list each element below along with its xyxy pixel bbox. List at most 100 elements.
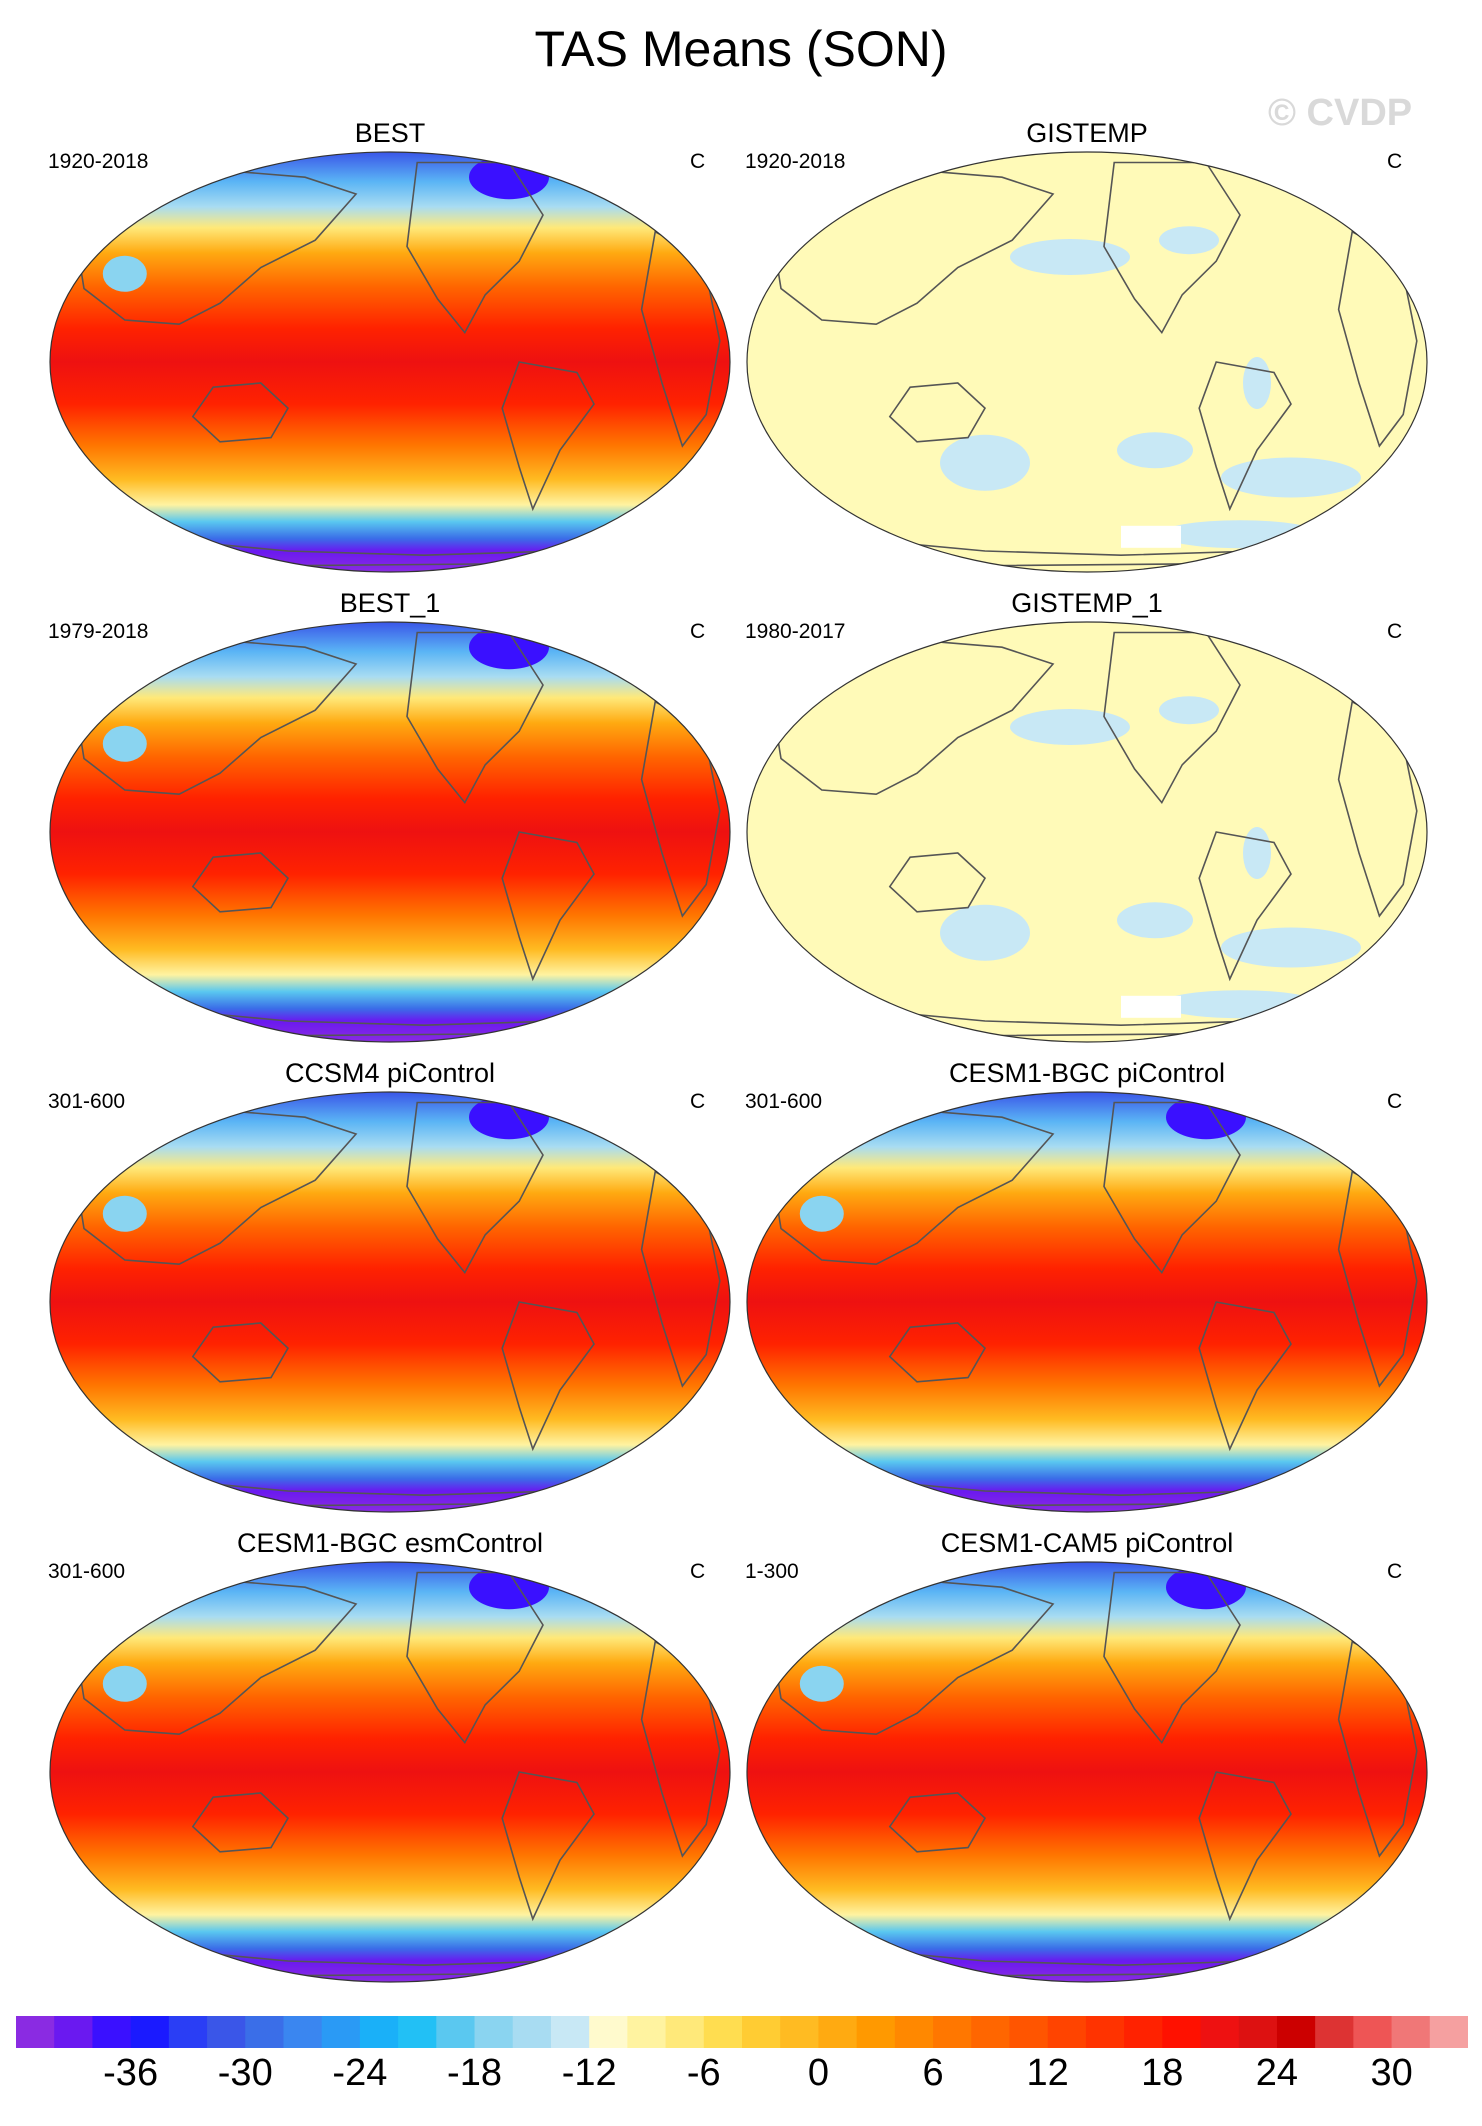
colorbar-swatch	[398, 2016, 437, 2048]
panel-units: C	[690, 1560, 706, 1583]
tibet-cold-spot	[799, 1665, 844, 1702]
panel-title: BEST	[354, 118, 426, 148]
panel-title: CCSM4 piControl	[284, 1058, 496, 1088]
cool-anomaly-patch	[1221, 927, 1361, 968]
cool-anomaly-patch	[1160, 990, 1320, 1019]
colorbar-swatch	[245, 2016, 284, 2048]
figure-title: TAS Means (SON)	[534, 21, 948, 77]
panel-units: C	[690, 1090, 706, 1113]
map-border	[746, 1091, 1428, 1513]
panel-title: BEST_1	[339, 588, 441, 618]
coastline-2	[406, 1101, 544, 1275]
panel-title: GISTEMP	[1026, 118, 1148, 148]
colorbar-swatch	[16, 2016, 55, 2048]
coastline-3	[1198, 1301, 1292, 1452]
colorbar-swatch	[207, 2016, 246, 2048]
cool-anomaly-patch	[1117, 432, 1193, 469]
cool-anomaly-patch	[940, 434, 1030, 491]
coastline-1	[191, 1322, 290, 1383]
colorbar-swatch	[665, 2016, 705, 2048]
coastline-2	[406, 631, 544, 805]
cool-anomaly-patch	[1160, 520, 1320, 549]
map-border	[49, 151, 731, 573]
panel-units: C	[1387, 1560, 1403, 1583]
colorbar-swatch	[92, 2016, 132, 2048]
panel-title: GISTEMP_1	[1011, 588, 1163, 618]
tibet-cold-spot	[102, 255, 147, 292]
panel-units: C	[1387, 620, 1403, 643]
panel-units: C	[1387, 1090, 1403, 1113]
colorbar-swatch	[1238, 2016, 1278, 2048]
colorbar-swatch	[1276, 2016, 1316, 2048]
panel-period: 1980-2017	[745, 620, 846, 643]
coastline-0	[76, 1577, 358, 1736]
panel-period: 1979-2018	[48, 620, 149, 643]
coastline-1	[191, 1792, 290, 1853]
cvdp-watermark: © CVDP	[1268, 92, 1413, 134]
tibet-cold-spot	[102, 725, 147, 762]
cool-anomaly-patch	[1221, 457, 1361, 498]
panel-period: 301-600	[745, 1090, 823, 1113]
coastline-3	[501, 1771, 595, 1922]
colorbar-swatch	[283, 2016, 323, 2048]
coastline-1	[191, 852, 290, 913]
temperature-field	[747, 1562, 1427, 1982]
temperature-field	[747, 152, 1427, 572]
panel-units: C	[1387, 150, 1403, 173]
colorbar-swatch	[1047, 2016, 1087, 2048]
colorbar-tick-label: 24	[1255, 2052, 1299, 2094]
panel-title: CESM1-CAM5 piControl	[940, 1528, 1234, 1558]
colorbar-swatch	[742, 2016, 781, 2048]
colorbar-tick-label: -12	[561, 2052, 617, 2094]
colorbar-swatch	[359, 2016, 399, 2048]
colorbar-swatch	[933, 2016, 972, 2048]
colorbar-tick-label: 6	[922, 2052, 944, 2094]
panel-period: 1-300	[745, 1560, 799, 1583]
colorbar-swatch	[1391, 2016, 1431, 2048]
temperature-field	[50, 152, 730, 572]
colorbar-swatch	[1009, 2016, 1049, 2048]
panel-period: 301-600	[48, 1090, 126, 1113]
colorbar-tick-label: -6	[686, 2052, 721, 2094]
coastline-0	[76, 1107, 358, 1266]
panel-period: 301-600	[48, 1560, 126, 1583]
coastline-0	[773, 1577, 1055, 1736]
colorbar-swatch	[856, 2016, 896, 2048]
cool-anomaly-patch	[1243, 827, 1271, 879]
coastline-1	[191, 382, 290, 443]
coastline-0	[773, 1107, 1055, 1266]
colorbar-swatch	[818, 2016, 858, 2048]
temperature-field	[50, 1092, 730, 1512]
panel-units: C	[690, 620, 706, 643]
map-projection	[49, 1561, 731, 1983]
colorbar-swatch	[168, 2016, 208, 2048]
map-border	[746, 151, 1428, 573]
coastline-3	[501, 1301, 595, 1452]
map-projection	[49, 621, 731, 1043]
colorbar-tick-label: -36	[103, 2052, 159, 2094]
cool-anomaly-patch	[1117, 902, 1193, 939]
colorbar-tick-label: 30	[1370, 2052, 1413, 2094]
colorbar-tick-label: -18	[447, 2052, 502, 2094]
panel-units: C	[690, 150, 706, 173]
colorbar-tick-label: 12	[1026, 2052, 1069, 2094]
colorbar-swatch	[1315, 2016, 1354, 2048]
colorbar-swatch	[474, 2016, 514, 2048]
temperature-field	[747, 1092, 1427, 1512]
map-projection	[746, 621, 1428, 1043]
colorbar-swatch	[550, 2016, 590, 2048]
cool-anomaly-patch	[1159, 696, 1219, 725]
coastline-0	[76, 167, 358, 326]
coastline-3	[1198, 361, 1292, 512]
tibet-cold-spot	[102, 1195, 147, 1232]
map-border	[746, 1561, 1428, 1983]
cool-anomaly-patch	[1159, 226, 1219, 255]
tibet-cold-spot	[102, 1665, 147, 1702]
map-projection	[49, 151, 731, 573]
temperature-field	[747, 622, 1427, 1042]
panel-period: 1920-2018	[745, 150, 846, 173]
coastline-1	[888, 1322, 987, 1383]
colorbar-tick-label: -24	[332, 2052, 388, 2094]
map-border	[49, 1561, 731, 1983]
panel-title: CESM1-BGC piControl	[948, 1058, 1226, 1088]
